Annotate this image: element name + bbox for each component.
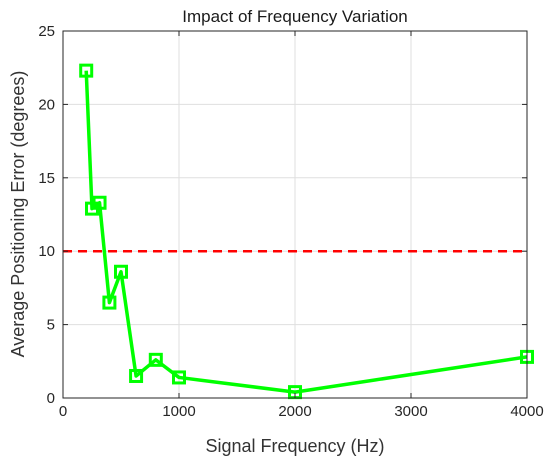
x-tick-label: 0 [59,403,67,420]
series-line [84,70,528,394]
data-point [114,264,128,279]
x-axis-label: Signal Frequency (Hz) [205,436,384,456]
y-tick-label: 15 [38,170,55,187]
data-point [148,352,163,367]
y-tick-label: 5 [47,317,55,334]
y-tick-label: 10 [38,243,55,260]
x-tick-label: 1000 [162,403,195,420]
chart-title: Impact of Frequency Variation [182,7,408,26]
y-tick-labels: 0 5 10 15 20 25 [38,23,55,407]
data-point [172,370,186,385]
data-point [102,295,117,310]
ticks [62,30,528,399]
data-point [92,195,107,210]
y-tick-label: 20 [38,96,55,113]
x-tick-labels: 0 1000 2000 3000 4000 [59,403,544,420]
x-tick-label: 3000 [394,403,427,420]
data-point [79,63,94,78]
x-tick-label: 4000 [510,403,543,420]
x-tick-label: 2000 [278,403,311,420]
data-point [129,368,144,383]
y-axis-label: Average Positioning Error (degrees) [8,71,28,358]
y-tick-label: 25 [38,23,55,40]
y-tick-label: 0 [47,390,55,407]
